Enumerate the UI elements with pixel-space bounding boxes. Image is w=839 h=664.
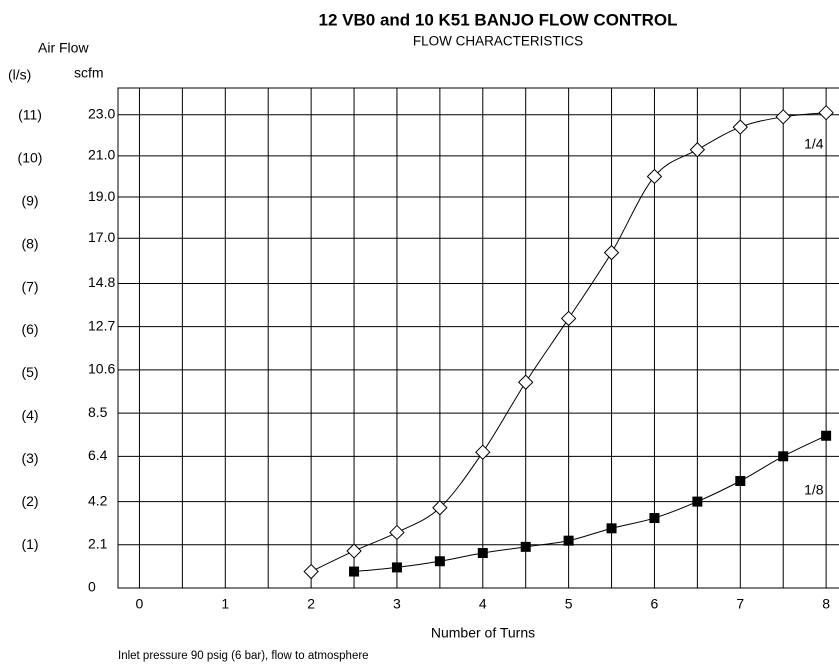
y-tick-label: 14.8	[88, 274, 115, 290]
square-marker	[821, 430, 832, 441]
diamond-marker	[303, 563, 319, 580]
square-marker	[606, 523, 617, 534]
y-tick-label: 2.1	[88, 535, 108, 551]
footnote: Inlet pressure 90 psig (6 bar), flow to …	[118, 650, 369, 662]
x-tick-label: 8	[822, 596, 830, 612]
square-marker	[391, 562, 402, 573]
diamond-marker	[475, 444, 491, 460]
square-marker	[735, 476, 746, 487]
y-tick-label: 12.7	[88, 317, 115, 333]
y2-tick-label: (5)	[21, 364, 38, 380]
x-tick-label: 5	[565, 596, 573, 612]
plot-frame	[117, 87, 839, 589]
diamond-marker	[646, 168, 663, 185]
y-tick-label: 10.6	[88, 361, 115, 377]
x-tick-label: 6	[651, 596, 659, 612]
diamond-marker	[389, 524, 405, 541]
diamond-marker	[432, 500, 448, 516]
diamond-marker	[732, 119, 748, 135]
y2-tick-label: (9)	[21, 192, 38, 208]
x-tick-label: 2	[307, 596, 315, 612]
square-marker	[563, 535, 574, 546]
y2-tick-label: (8)	[21, 235, 38, 251]
chart-title: 12 VB0 and 10 K51 BANJO FLOW CONTROL	[319, 10, 678, 29]
square-marker	[778, 451, 789, 462]
y-tick-label: 17.0	[88, 229, 115, 245]
y2-tick-label: (2)	[21, 493, 38, 509]
x-axis-title: Number of Turns	[431, 625, 535, 641]
y-axis-title: Air Flow	[38, 40, 89, 56]
x-tick-label: 1	[221, 596, 229, 612]
y2-tick-label: (11)	[18, 107, 42, 123]
y-unit: scfm	[74, 65, 104, 81]
x-tick-label: 7	[736, 596, 744, 612]
y-tick-label: 4.2	[88, 492, 108, 508]
series-label: 1/8	[804, 481, 824, 497]
y2-tick-label: (1)	[21, 536, 38, 552]
diamond-marker	[689, 142, 706, 158]
y2-tick-label: (6)	[21, 321, 38, 337]
y2-tick-label: (10)	[18, 150, 43, 166]
diamond-marker	[518, 374, 534, 390]
y-tick-label: 23.0	[88, 105, 115, 121]
square-marker	[477, 548, 488, 559]
x-tick-label: 0	[136, 596, 144, 612]
x-tick-label: 4	[479, 596, 487, 612]
y-tick-label: 0	[88, 579, 96, 595]
diamond-marker	[775, 109, 791, 125]
chart-subtitle: FLOW CHARACTERISTICS	[413, 34, 583, 49]
diamond-marker	[560, 310, 577, 327]
diamond-marker	[818, 104, 834, 121]
square-marker	[692, 496, 703, 507]
square-marker	[434, 556, 445, 567]
x-tick-label: 3	[393, 596, 401, 612]
square-marker	[649, 513, 660, 524]
y-tick-label: 21.0	[88, 147, 115, 163]
y2-tick-label: (4)	[21, 407, 38, 423]
y2-tick-label: (7)	[21, 278, 38, 294]
square-marker	[520, 541, 531, 552]
square-marker	[349, 566, 360, 577]
y-tick-label: 6.4	[88, 447, 108, 463]
diamond-marker	[603, 244, 620, 261]
series-label: 1/4	[804, 135, 824, 151]
y-tick-label: 19.0	[88, 188, 115, 204]
diamond-marker	[346, 543, 362, 559]
y2-tick-label: (3)	[21, 450, 38, 466]
y2-unit: (l/s)	[8, 67, 31, 83]
y-tick-label: 8.5	[88, 404, 108, 420]
